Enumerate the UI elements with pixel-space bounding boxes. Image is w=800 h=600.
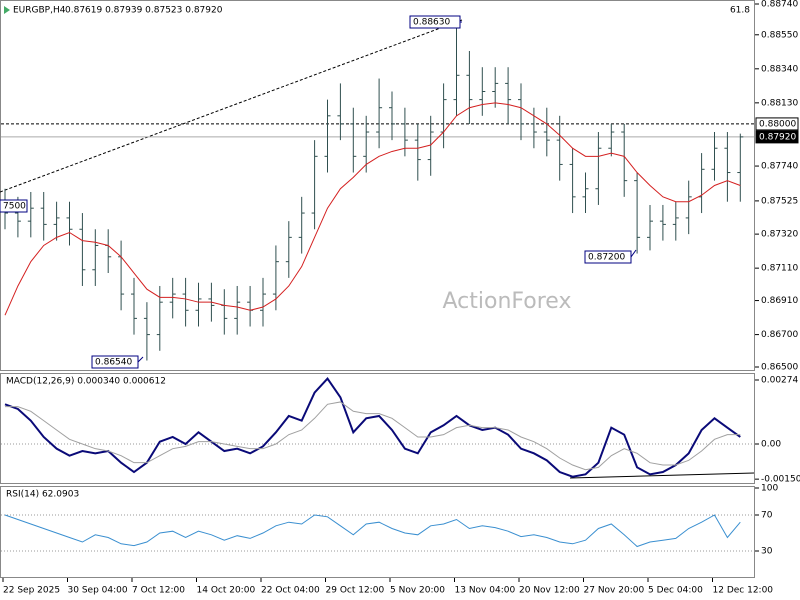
x-tick-label: 7 Oct 12:00 bbox=[132, 586, 185, 596]
moving-average bbox=[4, 102, 741, 316]
y-tick-label: 0.87110 bbox=[761, 264, 798, 274]
indicator-line bbox=[4, 377, 741, 478]
x-tick-label: 14 Oct 20:00 bbox=[197, 586, 256, 596]
y-tick-label: -0.001505 bbox=[761, 475, 800, 485]
price-frame bbox=[0, 0, 755, 371]
macd-title: MACD(12,26,9) 0.000340 0.000612 bbox=[6, 377, 166, 387]
annotation: 0.87200 bbox=[588, 253, 625, 263]
level-box bbox=[755, 130, 799, 144]
macd-frame bbox=[0, 373, 755, 484]
y-tick-label: 0.86500 bbox=[761, 363, 798, 373]
symbol-icon bbox=[4, 6, 10, 14]
y-tick-label: 0.00 bbox=[761, 439, 781, 449]
y-tick-label: 0.88550 bbox=[761, 30, 798, 40]
annotation: 0.88630 bbox=[413, 18, 450, 28]
rsi-frame bbox=[0, 486, 755, 578]
y-tick-label: 0.87525 bbox=[761, 196, 798, 206]
level-label: 0.87920 bbox=[759, 132, 796, 142]
watermark: ActionForex bbox=[443, 289, 572, 314]
y-tick-label: 0.86700 bbox=[761, 330, 798, 340]
rsi-title: RSI(14) 62.0903 bbox=[6, 490, 79, 500]
indicator-line bbox=[5, 401, 741, 471]
y-tick-label: 0.88130 bbox=[761, 98, 798, 108]
level-label: 0.88000 bbox=[759, 119, 796, 129]
y-tick-label: 0.88340 bbox=[761, 64, 798, 74]
y-tick-label: 100 bbox=[761, 484, 778, 494]
x-tick-label: 5 Nov 20:00 bbox=[390, 586, 445, 596]
level-box bbox=[755, 117, 799, 131]
x-tick-label: 30 Sep 04:00 bbox=[68, 586, 128, 596]
y-tick-label: 0.86910 bbox=[761, 296, 798, 306]
x-tick-label: 20 Nov 12:00 bbox=[519, 586, 580, 596]
y-tick-label: 0.00274 bbox=[761, 376, 798, 386]
x-tick-label: 29 Oct 12:00 bbox=[326, 586, 385, 596]
annotation-leader bbox=[630, 249, 637, 258]
divergence-line bbox=[569, 472, 755, 479]
indicator-line bbox=[4, 514, 741, 548]
x-tick-label: 13 Nov 04:00 bbox=[455, 586, 516, 596]
y-tick-label: 70 bbox=[761, 511, 773, 521]
y-tick-label: 30 bbox=[761, 547, 773, 557]
corner-text: 61.8 bbox=[730, 6, 750, 16]
annotation-leader bbox=[137, 356, 144, 363]
x-tick-label: 12 Dec 12:00 bbox=[713, 586, 774, 596]
x-tick-label: 22 Oct 04:00 bbox=[261, 586, 320, 596]
chart-title: EURGBP,H4 bbox=[13, 6, 66, 16]
x-tick-label: 27 Nov 20:00 bbox=[584, 586, 645, 596]
annotation: 0.86540 bbox=[95, 358, 132, 368]
annotation-box bbox=[0, 199, 28, 213]
x-tick-label: 5 Dec 04:00 bbox=[648, 586, 703, 596]
y-tick-label: 0.87740 bbox=[761, 162, 798, 172]
annotation: 7500 bbox=[3, 202, 26, 212]
y-tick-label: 0.88740 bbox=[761, 0, 798, 10]
trend-line bbox=[0, 19, 463, 193]
y-tick-label: 0.87320 bbox=[761, 230, 798, 240]
ohlc-readout: 0.87619 0.87939 0.87523 0.87920 bbox=[65, 6, 223, 16]
x-tick-label: 22 Sep 2025 bbox=[3, 586, 60, 596]
